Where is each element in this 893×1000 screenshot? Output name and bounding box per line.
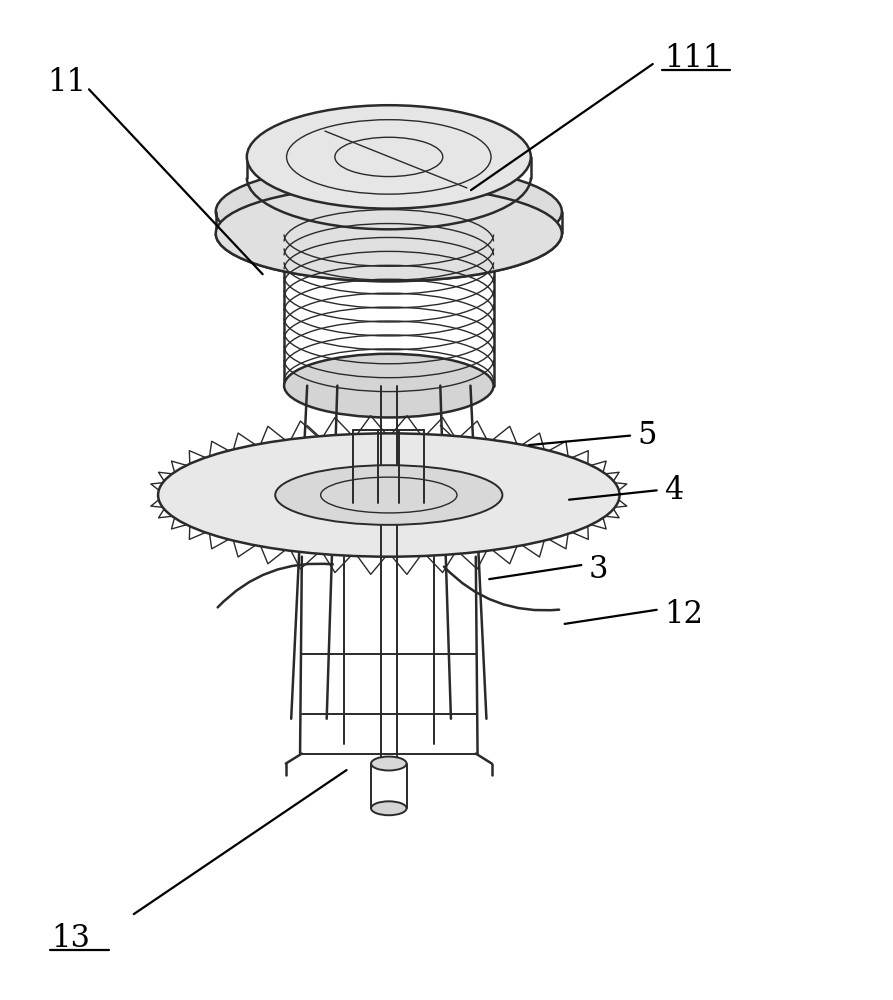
Text: 3: 3 — [588, 554, 608, 585]
Text: 13: 13 — [52, 923, 90, 954]
Ellipse shape — [246, 105, 530, 209]
Text: 12: 12 — [663, 599, 703, 630]
Ellipse shape — [371, 757, 406, 770]
Ellipse shape — [216, 186, 562, 281]
Text: 4: 4 — [663, 475, 683, 506]
Text: 11: 11 — [47, 67, 86, 98]
Ellipse shape — [371, 801, 406, 815]
Text: 111: 111 — [663, 43, 722, 74]
Ellipse shape — [216, 164, 562, 259]
Ellipse shape — [275, 465, 503, 525]
Ellipse shape — [284, 354, 494, 417]
Text: 5: 5 — [638, 420, 656, 451]
Ellipse shape — [158, 433, 620, 557]
